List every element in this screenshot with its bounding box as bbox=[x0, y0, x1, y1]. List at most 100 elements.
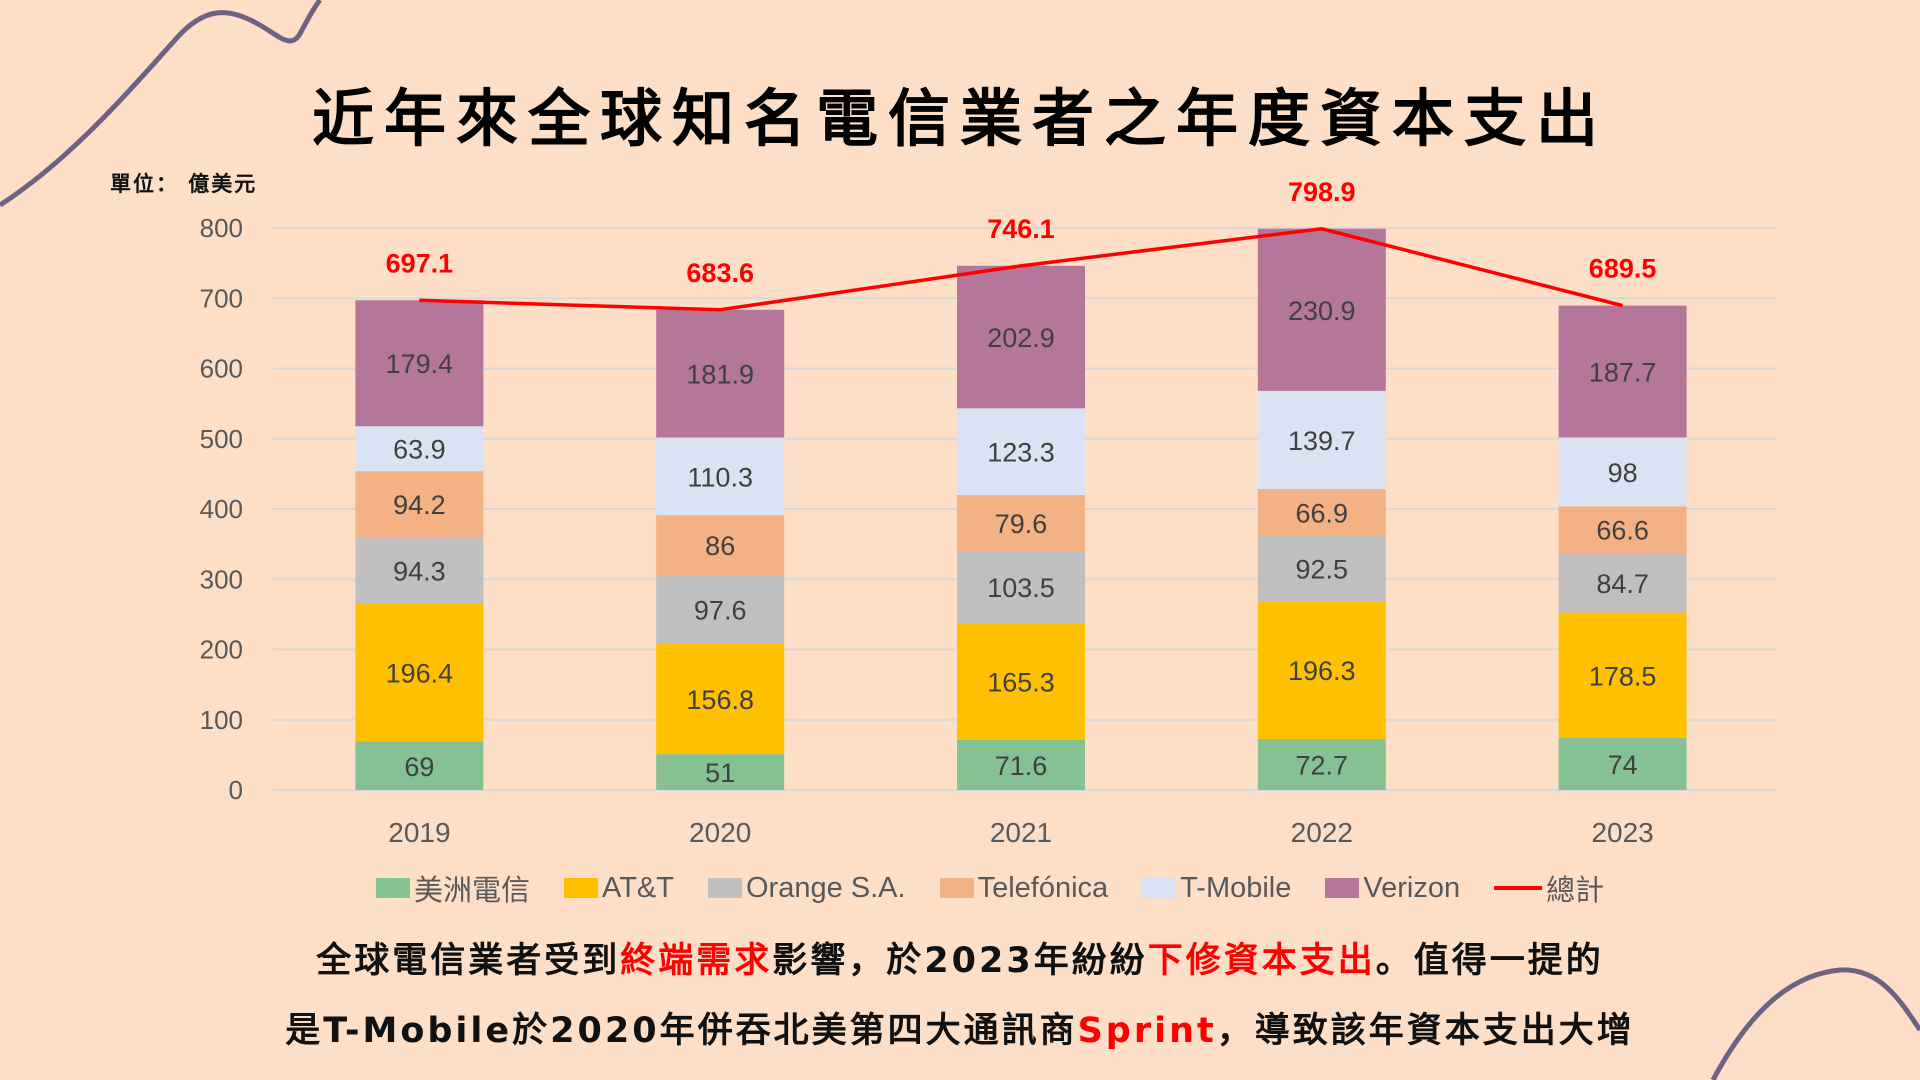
total-value-label: 683.6 bbox=[686, 258, 754, 288]
segment-value-label: 72.7 bbox=[1296, 750, 1349, 780]
segment-value-label: 94.2 bbox=[393, 490, 446, 520]
bar-segment bbox=[656, 644, 785, 755]
legend-label: T-Mobile bbox=[1180, 871, 1292, 904]
x-tick-label: 2023 bbox=[1591, 817, 1653, 848]
caption-text: 影響，於2023年紛紛 bbox=[772, 941, 1148, 981]
segment-value-label: 178.5 bbox=[1589, 661, 1657, 691]
bar-stack-2020: 51 156.8 97.6 86 110.3 181.9 bbox=[656, 309, 785, 790]
segment-value-label: 63.9 bbox=[393, 435, 446, 465]
total-value-label: 697.1 bbox=[386, 248, 454, 278]
legend-line-swatch bbox=[1494, 886, 1543, 890]
segment-value-label: 51 bbox=[705, 758, 735, 788]
segment-value-label: 196.3 bbox=[1288, 656, 1356, 686]
segment-value-label: 181.9 bbox=[686, 360, 754, 390]
legend-swatch bbox=[707, 878, 742, 898]
segment-value-label: 230.9 bbox=[1288, 296, 1356, 326]
bar-segment bbox=[656, 515, 785, 576]
legend-label: Telefónica bbox=[977, 871, 1109, 904]
legend-swatch bbox=[1325, 878, 1360, 898]
y-tick-label: 700 bbox=[200, 283, 243, 313]
legend-label: 總計 bbox=[1546, 875, 1605, 907]
caption-line-2: 是T-Mobile於2020年併吞北美第四大通訊商Sprint，導致該年資本支出… bbox=[0, 1002, 1920, 1053]
segment-value-label: 103.5 bbox=[987, 573, 1055, 603]
bar-segment bbox=[1257, 489, 1386, 537]
caption-text: ，導致該年資本支出大增 bbox=[1216, 1011, 1635, 1051]
legend-swatch bbox=[564, 878, 599, 898]
bar-segment bbox=[1558, 553, 1687, 613]
segment-value-label: 74 bbox=[1608, 750, 1638, 780]
segment-value-label: 165.3 bbox=[987, 668, 1055, 698]
caption-line-1: 全球電信業者受到終端需求影響，於2023年紛紛下修資本支出。值得一提的 bbox=[0, 932, 1920, 983]
bar-segment bbox=[355, 603, 484, 742]
bar-stack-2021: 71.6 165.3 103.5 79.6 123.3 202.9 bbox=[957, 265, 1085, 790]
y-tick-label: 600 bbox=[200, 354, 243, 384]
caption-highlight: 終端需求 bbox=[620, 941, 773, 981]
bar-segment bbox=[957, 494, 1085, 551]
segment-value-label: 98 bbox=[1608, 458, 1638, 488]
legend: 美洲電信 AT&T Orange S.A. Telefónica T-Mobile Ver… bbox=[376, 868, 1638, 908]
legend-item: 美洲電信 bbox=[376, 867, 530, 909]
x-tick-label: 2021 bbox=[990, 817, 1052, 848]
y-tick-label: 800 bbox=[200, 213, 243, 243]
bar-segment bbox=[957, 739, 1085, 790]
x-axis: 2019 2020 2021 2022 2023 bbox=[388, 817, 1653, 848]
bar-segment bbox=[656, 575, 785, 645]
bar-segment bbox=[1558, 506, 1687, 554]
legend-label: 美洲電信 bbox=[414, 875, 531, 907]
segment-value-label: 97.6 bbox=[694, 596, 747, 626]
legend-item-total: 總計 bbox=[1494, 867, 1604, 909]
bar-segment bbox=[957, 623, 1085, 740]
segment-value-label: 66.6 bbox=[1596, 516, 1649, 546]
segment-value-label: 156.8 bbox=[686, 685, 754, 715]
bar-segment bbox=[656, 754, 785, 790]
segment-value-label: 110.3 bbox=[687, 462, 753, 492]
segment-value-label: 179.4 bbox=[386, 349, 454, 379]
total-value-label: 798.9 bbox=[1288, 177, 1356, 207]
bar-segment bbox=[1257, 601, 1386, 739]
legend-swatch bbox=[1142, 878, 1177, 898]
legend-swatch bbox=[939, 878, 974, 898]
y-tick-label: 400 bbox=[200, 494, 243, 524]
y-axis: 0 100 200 300 400 500 600 700 800 bbox=[200, 213, 243, 805]
legend-swatch bbox=[376, 878, 410, 898]
segment-value-label: 94.3 bbox=[393, 556, 446, 586]
bar-segment bbox=[1558, 738, 1687, 790]
segment-value-label: 69 bbox=[404, 752, 434, 782]
bar-segment bbox=[355, 537, 484, 604]
bar-segment bbox=[1257, 738, 1386, 790]
y-tick-label: 500 bbox=[200, 424, 243, 454]
bars: 69 196.4 94.3 94.2 63.9 179.4 51 156.8 97.6 86 110… bbox=[355, 228, 1687, 790]
segment-value-label: 196.4 bbox=[386, 659, 454, 689]
total-line: 697.1 683.6 746.1 798.9 689.5 bbox=[386, 177, 1657, 312]
bar-stack-2019: 69 196.4 94.3 94.2 63.9 179.4 bbox=[355, 300, 484, 790]
y-tick-label: 200 bbox=[200, 635, 243, 665]
segment-value-label: 79.6 bbox=[995, 509, 1048, 539]
bar-segment bbox=[355, 426, 484, 472]
y-tick-label: 300 bbox=[200, 564, 243, 594]
bar-segment bbox=[355, 471, 484, 538]
legend-item: Verizon bbox=[1325, 872, 1460, 905]
bar-segment bbox=[656, 437, 785, 516]
caption-text: 全球電信業者受到 bbox=[316, 941, 621, 981]
caption-text: 是T-Mobile於2020年併吞北美第四大通訊商 bbox=[285, 1011, 1078, 1051]
x-tick-label: 2022 bbox=[1291, 817, 1353, 848]
bar-segment bbox=[355, 741, 484, 790]
legend-item: Telefónica bbox=[939, 871, 1109, 905]
segment-value-label: 71.6 bbox=[995, 751, 1048, 781]
legend-label: Verizon bbox=[1363, 871, 1461, 904]
legend-item: Orange S.A. bbox=[707, 872, 906, 905]
bar-segment bbox=[1257, 390, 1386, 490]
legend-item: T-Mobile bbox=[1142, 872, 1291, 905]
total-line-path bbox=[419, 226, 1624, 312]
bar-stack-2023: 74 178.5 84.7 66.6 98 187.7 bbox=[1558, 305, 1687, 790]
total-value-label: 689.5 bbox=[1589, 254, 1657, 284]
legend-item: AT&T bbox=[564, 872, 674, 905]
y-tick-label: 0 bbox=[229, 775, 243, 805]
bar-segment bbox=[1558, 612, 1687, 739]
segment-value-label: 84.7 bbox=[1596, 569, 1649, 599]
bar-segment bbox=[1558, 305, 1687, 438]
segment-value-label: 202.9 bbox=[987, 323, 1055, 353]
segment-value-label: 187.7 bbox=[1589, 358, 1657, 388]
x-tick-label: 2020 bbox=[689, 817, 751, 848]
